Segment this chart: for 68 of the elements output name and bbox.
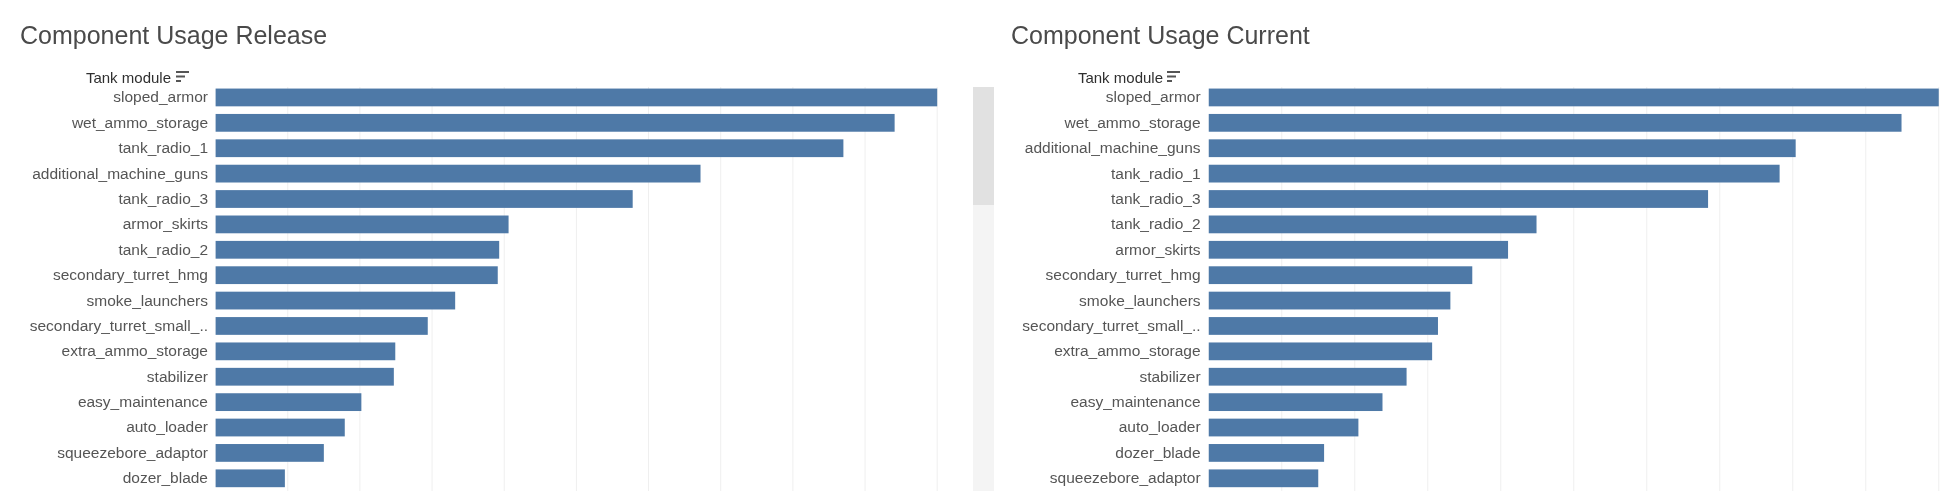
y-tick-label: sloped_armor xyxy=(1105,88,1201,106)
bar xyxy=(215,469,285,488)
y-tick-label: tank_radio_3 xyxy=(118,189,208,207)
y-tick-label: easy_maintenance xyxy=(77,393,208,411)
y-tick-label: squeezebore_adaptor xyxy=(1049,469,1201,487)
y-tick-label: armor_skirts xyxy=(1115,240,1201,258)
y-tick-label: secondary_turret_small_.. xyxy=(29,316,208,334)
y-tick-label: armor_skirts xyxy=(122,215,209,233)
bar xyxy=(1208,88,1939,107)
y-tick-label: tank_radio_1 xyxy=(1110,164,1201,182)
bar xyxy=(1208,444,1325,462)
y-tick-label: secondary_turret_small_.. xyxy=(1022,316,1201,334)
bar xyxy=(215,444,324,462)
y-tick-label: secondary_turret_hmg xyxy=(1045,266,1201,284)
bar xyxy=(215,164,701,183)
y-tick-label: tank_radio_2 xyxy=(118,240,208,258)
bar xyxy=(215,215,509,234)
y-tick-label: auto_loader xyxy=(126,418,208,436)
bar xyxy=(215,342,396,361)
y-tick-label: tank_radio_3 xyxy=(1110,189,1201,207)
bar xyxy=(215,393,362,412)
y-tick-label: tank_radio_2 xyxy=(1110,215,1201,233)
y-tick-label: dozer_blade xyxy=(1115,443,1201,461)
bar xyxy=(1208,266,1473,285)
bar xyxy=(1208,291,1451,310)
bar xyxy=(215,317,428,335)
y-tick-label: auto_loader xyxy=(1118,418,1201,436)
bar xyxy=(1208,164,1780,183)
y-tick-label: smoke_launchers xyxy=(1079,291,1201,309)
y-tick-label: wet_ammo_storage xyxy=(70,113,208,131)
bar xyxy=(1208,418,1359,437)
y-tick-label: sloped_armor xyxy=(113,88,208,106)
y-tick-label: stabilizer xyxy=(146,367,208,385)
y-tick-label: easy_maintenance xyxy=(1070,393,1201,411)
bar xyxy=(215,240,500,259)
y-tick-label: smoke_launchers xyxy=(86,291,209,309)
bar xyxy=(1208,469,1319,488)
bar xyxy=(215,291,456,310)
bar xyxy=(1208,240,1509,259)
bar xyxy=(215,266,498,285)
bar xyxy=(215,190,633,208)
y-tick-label: extra_ammo_storage xyxy=(1054,342,1201,360)
y-tick-label: additional_machine_guns xyxy=(1024,139,1201,157)
y-tick-label: secondary_turret_hmg xyxy=(52,266,208,284)
bar xyxy=(1208,342,1433,361)
y-tick-label: extra_ammo_storage xyxy=(61,342,208,360)
y-axis-title: Tank module xyxy=(1077,69,1163,86)
bar xyxy=(215,139,844,158)
bar xyxy=(1208,367,1407,386)
bar xyxy=(1208,113,1902,132)
y-axis-title: Tank module xyxy=(85,69,171,86)
bar xyxy=(215,88,938,107)
chart-title: Component Usage Current xyxy=(1011,21,1310,49)
y-tick-label: additional_machine_guns xyxy=(32,164,209,182)
y-tick-label: squeezebore_adaptor xyxy=(57,443,208,461)
y-tick-label: wet_ammo_storage xyxy=(1063,113,1201,131)
bar xyxy=(1208,139,1796,158)
bar xyxy=(215,367,394,386)
y-tick-label: dozer_blade xyxy=(122,469,208,487)
y-tick-label: stabilizer xyxy=(1139,367,1201,385)
bar xyxy=(1208,393,1383,412)
bar xyxy=(1208,317,1438,335)
bar xyxy=(1208,215,1537,234)
y-tick-label: tank_radio_1 xyxy=(118,139,208,157)
bar xyxy=(215,418,345,437)
bar xyxy=(215,113,895,132)
chart-title: Component Usage Release xyxy=(20,21,328,49)
bar xyxy=(1208,190,1709,208)
